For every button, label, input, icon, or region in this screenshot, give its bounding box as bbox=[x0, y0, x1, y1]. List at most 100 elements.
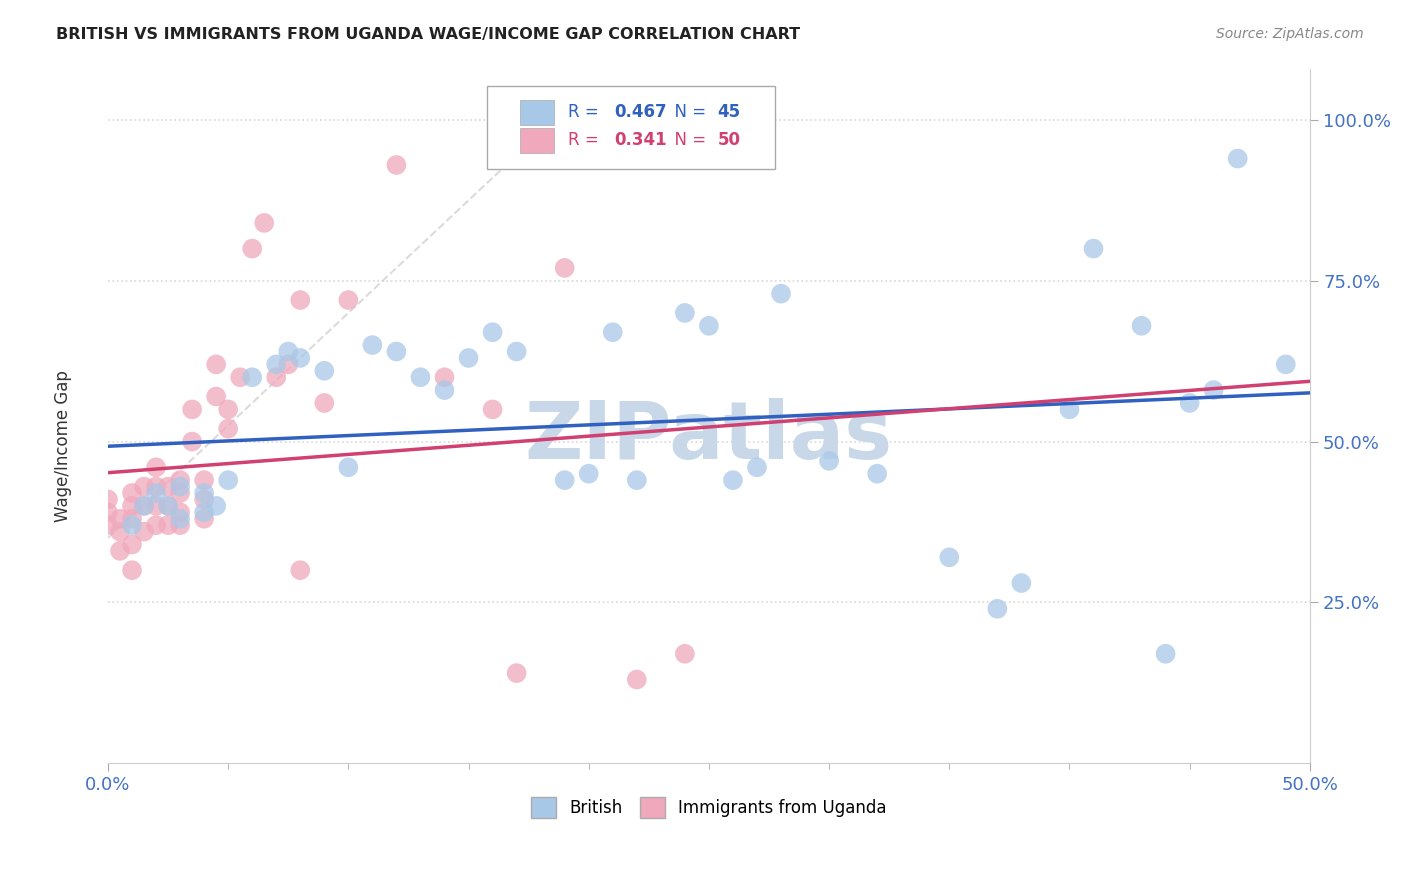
Point bbox=[121, 499, 143, 513]
Point bbox=[602, 325, 624, 339]
Point bbox=[818, 454, 841, 468]
Text: 0.341: 0.341 bbox=[614, 131, 666, 149]
Point bbox=[229, 370, 252, 384]
Point bbox=[145, 460, 167, 475]
Point bbox=[193, 512, 215, 526]
Point bbox=[505, 344, 527, 359]
Point bbox=[157, 518, 180, 533]
Point bbox=[217, 473, 239, 487]
Point bbox=[132, 499, 155, 513]
Text: BRITISH VS IMMIGRANTS FROM UGANDA WAGE/INCOME GAP CORRELATION CHART: BRITISH VS IMMIGRANTS FROM UGANDA WAGE/I… bbox=[56, 27, 800, 42]
Point bbox=[1274, 357, 1296, 371]
Text: R =: R = bbox=[568, 131, 605, 149]
Point bbox=[745, 460, 768, 475]
Point bbox=[433, 383, 456, 397]
Point bbox=[193, 505, 215, 519]
Point bbox=[205, 390, 228, 404]
Point bbox=[97, 492, 120, 507]
Point bbox=[277, 357, 299, 371]
Point bbox=[121, 486, 143, 500]
Point bbox=[169, 512, 191, 526]
Text: 50: 50 bbox=[717, 131, 741, 149]
Point bbox=[337, 460, 360, 475]
Point bbox=[157, 499, 180, 513]
Point bbox=[554, 473, 576, 487]
Point bbox=[673, 647, 696, 661]
Point bbox=[385, 158, 408, 172]
Point bbox=[626, 673, 648, 687]
Point bbox=[181, 402, 204, 417]
Point bbox=[673, 306, 696, 320]
Legend: British, Immigrants from Uganda: British, Immigrants from Uganda bbox=[524, 790, 893, 824]
Point bbox=[1130, 318, 1153, 333]
Point bbox=[457, 351, 479, 365]
Point bbox=[193, 473, 215, 487]
Point bbox=[578, 467, 600, 481]
Bar bbox=[520, 128, 554, 153]
Point bbox=[145, 518, 167, 533]
Point bbox=[1226, 152, 1249, 166]
Point bbox=[290, 351, 312, 365]
Point bbox=[1178, 396, 1201, 410]
Text: ZIPatlas: ZIPatlas bbox=[524, 398, 893, 475]
Point bbox=[337, 293, 360, 307]
Point bbox=[240, 242, 263, 256]
Point bbox=[121, 518, 143, 533]
Point bbox=[314, 396, 336, 410]
Point bbox=[97, 518, 120, 533]
Point bbox=[157, 499, 180, 513]
Point bbox=[169, 486, 191, 500]
Point bbox=[145, 499, 167, 513]
Point bbox=[290, 293, 312, 307]
Point bbox=[385, 344, 408, 359]
FancyBboxPatch shape bbox=[486, 86, 775, 169]
Point bbox=[433, 370, 456, 384]
Point bbox=[481, 402, 503, 417]
Point bbox=[697, 318, 720, 333]
Point bbox=[145, 486, 167, 500]
Point bbox=[264, 357, 287, 371]
Point bbox=[169, 518, 191, 533]
Point bbox=[986, 601, 1008, 615]
Point bbox=[145, 479, 167, 493]
Point bbox=[721, 473, 744, 487]
Point bbox=[217, 402, 239, 417]
Text: R =: R = bbox=[568, 103, 605, 121]
Point bbox=[409, 370, 432, 384]
Point bbox=[554, 260, 576, 275]
Point bbox=[1010, 576, 1032, 591]
Point bbox=[626, 473, 648, 487]
Text: N =: N = bbox=[665, 103, 711, 121]
Point bbox=[769, 286, 792, 301]
Point bbox=[108, 512, 131, 526]
Point bbox=[97, 505, 120, 519]
Point bbox=[132, 524, 155, 539]
Text: 0.467: 0.467 bbox=[614, 103, 666, 121]
Point bbox=[1202, 383, 1225, 397]
Point bbox=[157, 479, 180, 493]
Point bbox=[132, 499, 155, 513]
Point bbox=[866, 467, 889, 481]
Point bbox=[264, 370, 287, 384]
Point bbox=[217, 422, 239, 436]
Point bbox=[205, 499, 228, 513]
Bar bbox=[520, 100, 554, 125]
Point bbox=[193, 486, 215, 500]
Point bbox=[169, 479, 191, 493]
Point bbox=[505, 666, 527, 681]
Point bbox=[938, 550, 960, 565]
Point bbox=[1083, 242, 1105, 256]
Point bbox=[240, 370, 263, 384]
Point bbox=[132, 479, 155, 493]
Point bbox=[193, 492, 215, 507]
Point bbox=[314, 364, 336, 378]
Text: N =: N = bbox=[665, 131, 711, 149]
Point bbox=[1059, 402, 1081, 417]
Text: Wage/Income Gap: Wage/Income Gap bbox=[55, 370, 72, 522]
Point bbox=[205, 357, 228, 371]
Point bbox=[121, 563, 143, 577]
Point bbox=[253, 216, 276, 230]
Point bbox=[1154, 647, 1177, 661]
Point bbox=[121, 512, 143, 526]
Text: Source: ZipAtlas.com: Source: ZipAtlas.com bbox=[1216, 27, 1364, 41]
